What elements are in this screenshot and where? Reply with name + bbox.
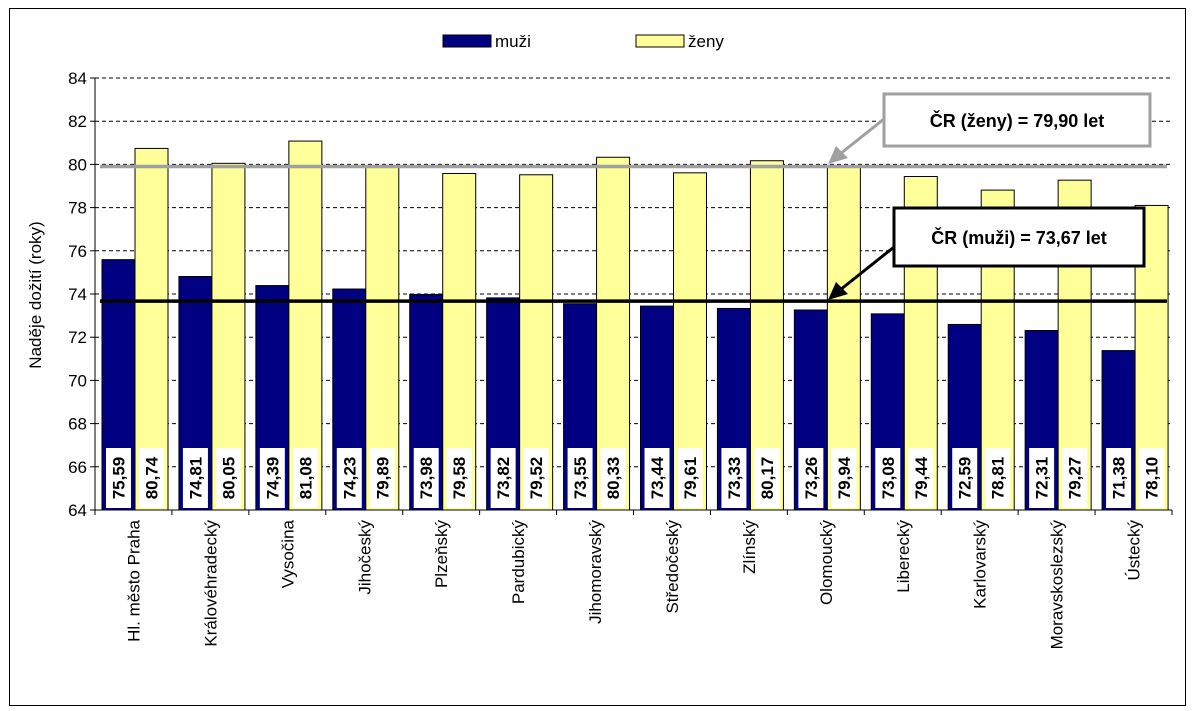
data-label-box	[369, 448, 395, 508]
x-tick-label: Královéhradecký	[201, 520, 220, 647]
callout-arrow-zeny	[839, 117, 885, 156]
data-label-zeny: 80,33	[604, 457, 623, 500]
data-label-box	[1139, 448, 1165, 508]
data-label-zeny: 78,10	[1143, 457, 1162, 500]
data-label-box	[985, 448, 1011, 508]
y-tick-label: 74	[68, 285, 87, 304]
data-label-box	[106, 448, 131, 508]
data-label-muzi: 73,98	[417, 457, 436, 500]
x-tick-label: Hl. město Praha	[124, 519, 143, 641]
data-label-box	[1062, 448, 1088, 508]
data-label-zeny: 81,08	[296, 457, 315, 500]
y-tick-label: 72	[68, 328, 87, 347]
data-label-muzi: 73,08	[879, 457, 898, 500]
data-label-muzi: 73,33	[725, 457, 744, 500]
legend-label-muzi: muži	[495, 32, 531, 51]
x-tick-label: Zlínský	[740, 520, 759, 574]
data-label-zeny: 79,44	[912, 456, 931, 499]
data-label-muzi: 73,44	[648, 456, 667, 499]
data-label-box	[908, 448, 934, 508]
data-label-muzi: 74,23	[340, 457, 359, 500]
data-label-box	[259, 448, 285, 508]
data-label-box	[600, 448, 626, 508]
y-tick-label: 64	[68, 501, 87, 520]
data-label-zeny: 79,27	[1066, 457, 1085, 500]
data-label-zeny: 80,17	[758, 457, 777, 500]
data-label-box	[523, 448, 549, 508]
callout-label-muzi: ČR (muži) = 73,67 let	[931, 227, 1107, 248]
data-label-zeny: 79,89	[373, 457, 392, 500]
data-label-box	[831, 448, 857, 508]
x-tick-label: Olomoucký	[817, 520, 836, 606]
data-label-box	[292, 448, 318, 508]
data-label-box	[567, 448, 593, 508]
data-label-muzi: 72,31	[1033, 457, 1052, 500]
data-label-box	[139, 448, 164, 508]
x-tick-label: Ústecký	[1125, 520, 1144, 581]
x-tick-label: Plzeňský	[432, 520, 451, 589]
data-label-box	[952, 448, 978, 508]
callout-box-zeny	[882, 92, 1152, 148]
data-label-box	[336, 448, 362, 508]
data-label-muzi: 74,81	[186, 457, 205, 500]
data-label-box	[875, 448, 901, 508]
data-label-box	[215, 448, 241, 508]
data-label-box	[677, 448, 703, 508]
callout-box-muzi	[892, 206, 1146, 268]
data-label-box	[721, 448, 747, 508]
data-label-box	[754, 448, 780, 508]
data-label-zeny: 79,94	[835, 456, 854, 499]
y-tick-label: 80	[68, 155, 87, 174]
data-label-box	[490, 448, 516, 508]
callout-label-zeny: ČR (ženy) = 79,90 let	[930, 110, 1105, 131]
y-tick-label: 66	[68, 458, 87, 477]
data-label-muzi: 71,38	[1110, 457, 1129, 500]
data-label-muzi: 75,59	[110, 457, 129, 500]
data-label-muzi: 74,39	[263, 457, 282, 500]
data-label-box	[798, 448, 824, 508]
x-tick-label: Moravskoslezský	[1048, 520, 1067, 650]
y-tick-label: 84	[68, 69, 87, 88]
y-tick-label: 78	[68, 199, 87, 218]
data-label-zeny: 79,52	[527, 457, 546, 500]
data-label-muzi: 73,26	[802, 457, 821, 500]
y-tick-label: 76	[68, 242, 87, 261]
callout-arrow-muzi	[839, 245, 895, 292]
data-label-zeny: 80,74	[143, 456, 162, 499]
data-label-zeny: 79,58	[450, 457, 469, 500]
x-tick-label: Jihomoravský	[586, 520, 605, 624]
data-label-muzi: 73,55	[571, 457, 590, 500]
data-label-zeny: 79,61	[681, 457, 700, 500]
x-tick-label: Středočeský	[663, 520, 682, 614]
data-label-box	[1106, 448, 1132, 508]
data-label-muzi: 72,59	[956, 457, 975, 500]
x-tick-label: Pardubický	[509, 520, 528, 605]
data-label-box	[182, 448, 208, 508]
legend-swatch-zeny	[635, 34, 685, 48]
y-tick-label: 68	[68, 415, 87, 434]
data-label-box	[1029, 448, 1055, 508]
y-tick-label: 82	[68, 112, 87, 131]
callout-arrowhead-zeny	[828, 146, 848, 164]
x-tick-label: Karlovarský	[971, 520, 990, 609]
data-label-box	[446, 448, 472, 508]
data-label-box	[413, 448, 439, 508]
callout-arrowhead-muzi	[828, 282, 848, 300]
x-tick-label: Vysočina	[278, 519, 297, 588]
y-axis-title: Naděje dožití (roky)	[26, 221, 45, 368]
x-tick-label: Liberecký	[894, 520, 913, 593]
y-tick-label: 70	[68, 371, 87, 390]
x-tick-label: Jihočeský	[355, 520, 374, 595]
legend-label-zeny: ženy	[688, 32, 724, 51]
data-label-zeny: 80,05	[219, 457, 238, 500]
data-label-muzi: 73,82	[494, 457, 513, 500]
data-label-zeny: 78,81	[989, 457, 1008, 500]
legend-swatch-muzi	[442, 34, 492, 48]
data-label-box	[644, 448, 670, 508]
